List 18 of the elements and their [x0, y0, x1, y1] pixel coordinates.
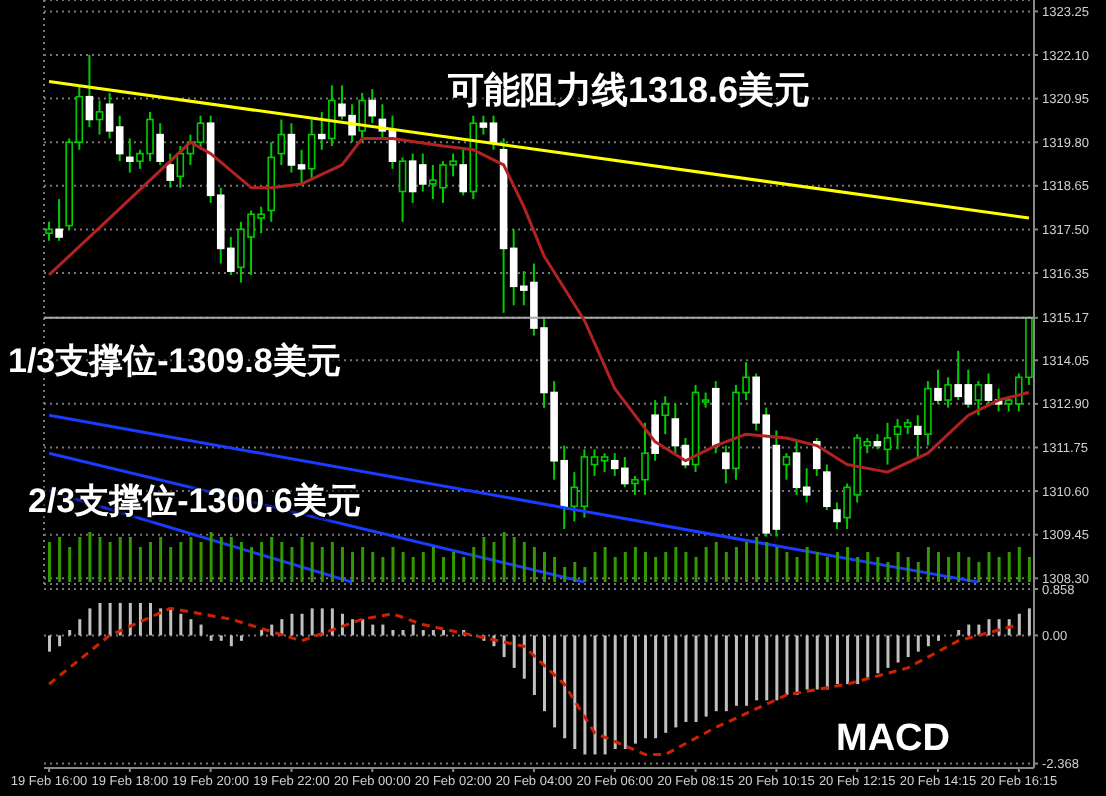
candlestick — [883, 421, 892, 466]
candlestick — [944, 376, 952, 409]
candlestick — [277, 118, 286, 166]
candlestick — [661, 395, 670, 436]
annotation: MACD — [836, 718, 950, 762]
candlestick — [782, 452, 791, 481]
annotation: 可能阻力线1318.6美元 — [448, 70, 811, 112]
candlestick — [812, 437, 821, 477]
candlestick — [328, 84, 336, 147]
candlestick — [95, 99, 104, 136]
candlestick — [358, 91, 366, 144]
candlestick — [924, 380, 932, 447]
candlestick — [974, 380, 983, 417]
candlestick — [823, 463, 831, 512]
candlestick — [45, 220, 53, 242]
candlestick — [307, 118, 316, 182]
annotation: 1/3支撑位-1309.8美元 — [8, 342, 341, 382]
candlestick — [398, 156, 407, 223]
